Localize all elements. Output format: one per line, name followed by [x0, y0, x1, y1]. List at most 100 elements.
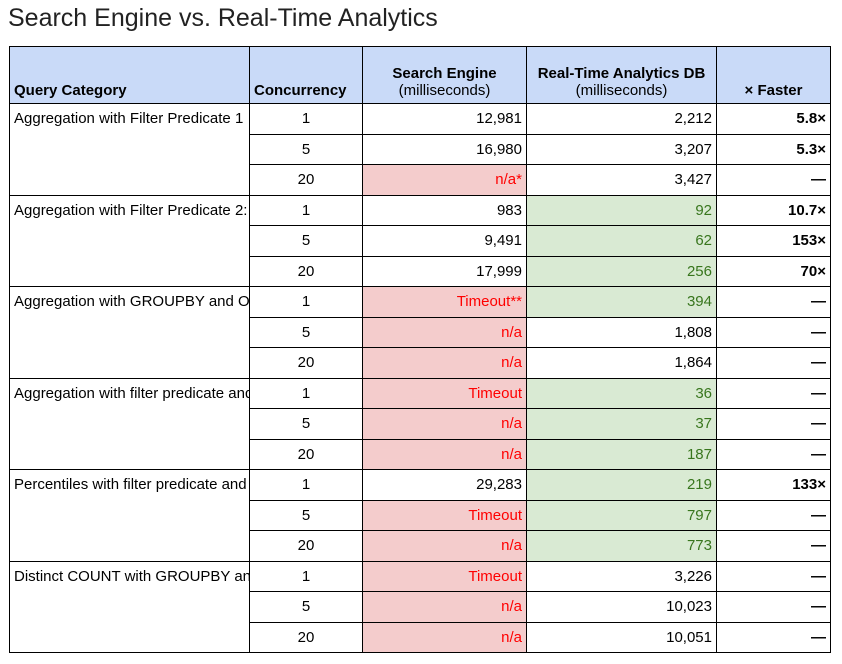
concurrency-cell: 1	[249, 560, 363, 592]
column-header-label: Search Engine	[392, 65, 497, 82]
real-time-analytics-cell: 219	[526, 469, 717, 501]
concurrency-cell: 5	[249, 225, 363, 257]
query-category-cell: Distinct COUNT with GROUPBY and ORDERBY	[9, 560, 250, 653]
real-time-analytics-cell: 36	[526, 377, 717, 409]
real-time-analytics-cell: 10,023	[526, 591, 717, 623]
real-time-analytics-cell: 10,051	[526, 621, 717, 653]
real-time-analytics-cell: 3,226	[526, 560, 717, 592]
real-time-analytics-cell: 797	[526, 499, 717, 531]
table-row: 20 n/a* 3,427—	[10, 164, 831, 196]
search-engine-cell: n/a	[362, 347, 527, 379]
concurrency-cell: 20	[249, 621, 363, 653]
search-engine-cell: n/a	[362, 408, 527, 440]
table-body: Aggregation with Filter Predicate 1 1 12,9…	[9, 103, 831, 653]
column-header-times-faster: × Faster	[716, 46, 831, 104]
times-faster-cell: —	[716, 530, 831, 562]
real-time-analytics-cell: 37	[526, 408, 717, 440]
query-category-cell: Aggregation with filter predicate and GR…	[9, 377, 250, 470]
table-row: 20 n/a 773—	[10, 530, 831, 562]
column-header-label: Query Category	[14, 82, 127, 99]
concurrency-cell: 5	[249, 133, 363, 165]
search-engine-cell: 12,981	[362, 103, 527, 135]
page-title: Search Engine vs. Real-Time Analytics	[8, 4, 438, 32]
times-faster-cell: —	[716, 408, 831, 440]
search-engine-cell: n/a	[362, 316, 527, 348]
table-row: Percentiles with filter predicate and GR…	[9, 469, 831, 562]
times-faster-cell: —	[716, 347, 831, 379]
times-faster-cell: —	[716, 164, 831, 196]
table-row: 20 n/a 187—	[10, 438, 831, 470]
concurrency-cell: 5	[249, 499, 363, 531]
times-faster-cell: 10.7×	[716, 194, 831, 226]
concurrency-cell: 1	[249, 286, 363, 318]
concurrency-cell: 1	[249, 469, 363, 501]
real-time-analytics-cell: 92	[526, 194, 717, 226]
search-engine-cell: Timeout**	[362, 286, 527, 318]
real-time-analytics-cell: 394	[526, 286, 717, 318]
column-header-label: Real-Time Analytics DB	[537, 65, 706, 82]
times-faster-cell: —	[716, 591, 831, 623]
concurrency-cell: 5	[249, 591, 363, 623]
search-engine-cell: n/a	[362, 591, 527, 623]
times-faster-cell: —	[716, 316, 831, 348]
real-time-analytics-cell: 2,212	[526, 103, 717, 135]
times-faster-cell: —	[716, 621, 831, 653]
search-engine-cell: Timeout	[362, 499, 527, 531]
column-header-label: Concurrency	[254, 82, 347, 99]
concurrency-cell: 20	[249, 255, 363, 287]
concurrency-cell: 20	[249, 530, 363, 562]
real-time-analytics-cell: 3,427	[526, 164, 717, 196]
real-time-analytics-cell: 773	[526, 530, 717, 562]
real-time-analytics-cell: 3,207	[526, 133, 717, 165]
table-row: 5 Timeout 797—	[10, 499, 831, 531]
times-faster-cell: 5.8×	[716, 103, 831, 135]
real-time-analytics-cell: 187	[526, 438, 717, 470]
query-category-cell: Percentiles with filter predicate and GR…	[9, 469, 250, 562]
table-row: 20 n/a 10,051—	[10, 621, 831, 653]
times-faster-cell: 153×	[716, 225, 831, 257]
header-row: Query Category Concurrency Search Engine…	[9, 46, 831, 104]
column-header-concurrency: Concurrency	[249, 46, 363, 104]
times-faster-cell: —	[716, 499, 831, 531]
search-engine-cell: 9,491	[362, 225, 527, 257]
table-row: Aggregation with Filter Predicate 2: Org…	[9, 194, 831, 287]
concurrency-cell: 5	[249, 316, 363, 348]
search-engine-cell: 29,283	[362, 469, 527, 501]
search-engine-cell: 16,980	[362, 133, 527, 165]
column-header-search-engine: Search Engine (milliseconds)	[362, 46, 527, 104]
times-faster-cell: 70×	[716, 255, 831, 287]
times-faster-cell: 133×	[716, 469, 831, 501]
concurrency-cell: 1	[249, 103, 363, 135]
search-engine-cell: 17,999	[362, 255, 527, 287]
column-header-query-category: Query Category	[9, 46, 250, 104]
search-engine-cell: Timeout	[362, 377, 527, 409]
column-header-label: × Faster	[744, 82, 803, 99]
real-time-analytics-cell: 62	[526, 225, 717, 257]
concurrency-cell: 20	[249, 438, 363, 470]
table-row: Aggregation with Filter Predicate 1 1 12,9…	[9, 103, 831, 196]
table-row: Aggregation with GROUPBY and ORDERBY1Tim…	[9, 286, 831, 379]
times-faster-cell: —	[716, 286, 831, 318]
column-header-unit: (milliseconds)	[398, 82, 491, 99]
times-faster-cell: —	[716, 438, 831, 470]
concurrency-cell: 1	[249, 377, 363, 409]
column-header-real-time-analytics-db: Real-Time Analytics DB (milliseconds)	[526, 46, 717, 104]
search-engine-cell: Timeout	[362, 560, 527, 592]
concurrency-cell: 5	[249, 408, 363, 440]
benchmark-table: Query Category Concurrency Search Engine…	[9, 46, 831, 653]
search-engine-cell: n/a	[362, 530, 527, 562]
table-row: Distinct COUNT with GROUPBY and ORDERBY1…	[9, 560, 831, 653]
query-category-cell: Aggregation with GROUPBY and ORDERBY	[9, 286, 250, 379]
search-engine-cell: n/a	[362, 438, 527, 470]
concurrency-cell: 1	[249, 194, 363, 226]
search-engine-cell: n/a*	[362, 164, 527, 196]
column-header-unit: (milliseconds)	[575, 82, 668, 99]
real-time-analytics-cell: 1,864	[526, 347, 717, 379]
times-faster-cell: —	[716, 560, 831, 592]
concurrency-cell: 20	[249, 347, 363, 379]
search-engine-cell: 983	[362, 194, 527, 226]
times-faster-cell: —	[716, 377, 831, 409]
real-time-analytics-cell: 256	[526, 255, 717, 287]
query-category-cell: Aggregation with Filter Predicate 2: Org…	[9, 194, 250, 287]
query-category-cell: Aggregation with Filter Predicate 1	[9, 103, 250, 196]
